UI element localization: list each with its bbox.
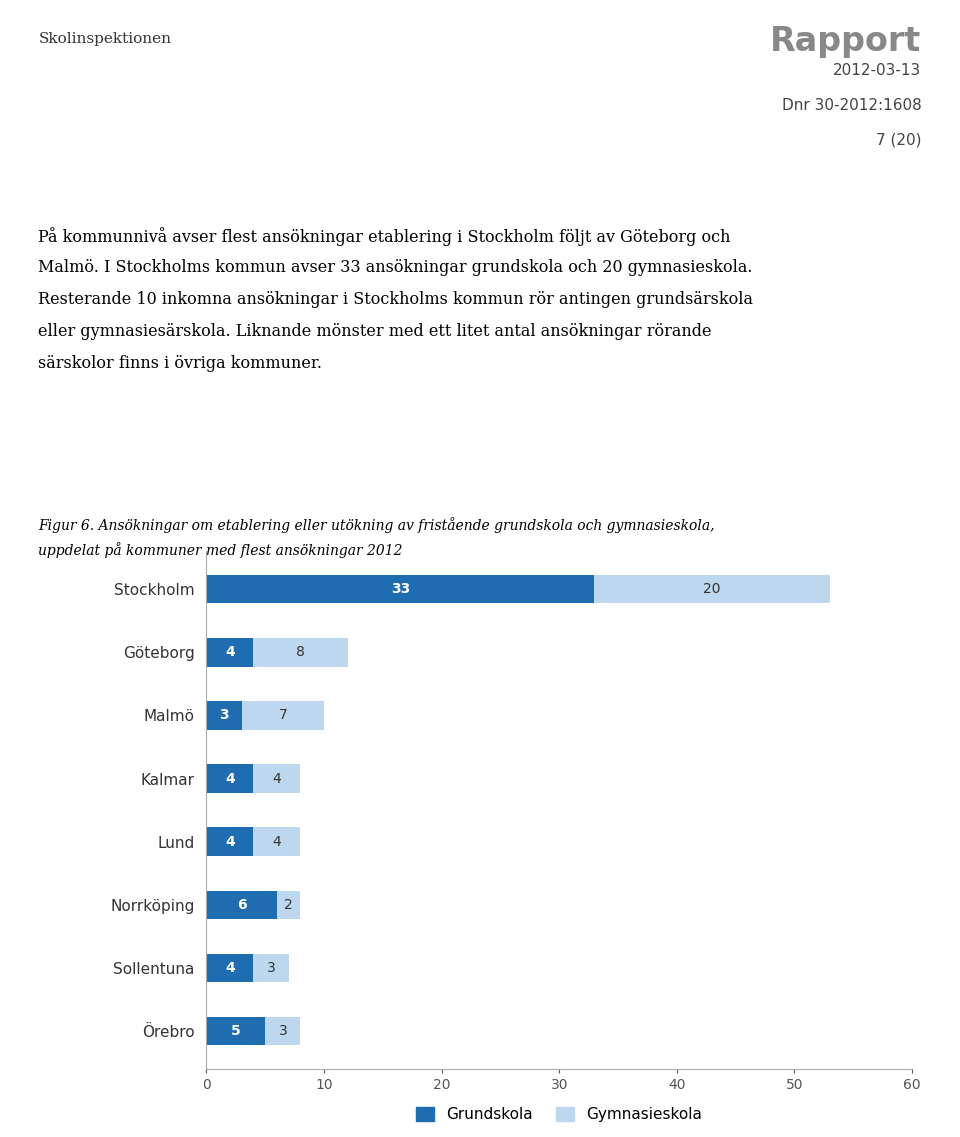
Text: Resterande 10 inkomna ansökningar i Stockholms kommun rör antingen grundsärskola: Resterande 10 inkomna ansökningar i Stoc… <box>38 291 754 308</box>
Bar <box>206 1016 265 1045</box>
Text: 8: 8 <box>296 646 305 659</box>
Bar <box>242 702 324 730</box>
Text: Figur 6. Ansökningar om etablering eller utökning av fristående grundskola och g: Figur 6. Ansökningar om etablering eller… <box>38 517 715 533</box>
Text: 20: 20 <box>704 582 721 596</box>
Bar <box>253 828 300 856</box>
Text: 2: 2 <box>284 898 293 912</box>
Text: 4: 4 <box>273 835 281 848</box>
Text: 3: 3 <box>278 1024 287 1038</box>
Bar <box>253 954 289 982</box>
Bar <box>206 575 594 604</box>
Bar <box>206 638 253 666</box>
Text: eller gymnasiesärskola. Liknande mönster med ett litet antal ansökningar rörande: eller gymnasiesärskola. Liknande mönster… <box>38 323 712 340</box>
Text: 7: 7 <box>278 708 287 722</box>
Bar <box>206 764 253 792</box>
Bar <box>594 575 829 604</box>
Bar <box>206 890 277 919</box>
Bar <box>265 1016 300 1045</box>
Text: 4: 4 <box>225 961 235 974</box>
Text: 6: 6 <box>237 898 247 912</box>
Text: särskolor finns i övriga kommuner.: särskolor finns i övriga kommuner. <box>38 355 323 372</box>
Text: 4: 4 <box>225 646 235 659</box>
Text: Rapport: Rapport <box>770 25 922 58</box>
Text: 33: 33 <box>391 582 410 596</box>
Text: 3: 3 <box>219 708 228 722</box>
Text: 2012-03-13: 2012-03-13 <box>833 63 922 77</box>
Text: På kommunnivå avser flest ansökningar etablering i Stockholm följt av Göteborg o: På kommunnivå avser flest ansökningar et… <box>38 227 731 247</box>
Bar <box>253 764 300 792</box>
Text: 4: 4 <box>225 835 235 848</box>
Text: uppdelat på kommuner med flest ansökningar 2012: uppdelat på kommuner med flest ansökning… <box>38 542 403 558</box>
Text: 4: 4 <box>273 772 281 786</box>
Legend: Grundskola, Gymnasieskola: Grundskola, Gymnasieskola <box>410 1101 708 1128</box>
Bar <box>253 638 348 666</box>
Bar <box>206 954 253 982</box>
Bar <box>206 702 242 730</box>
Text: Skolinspektionen: Skolinspektionen <box>38 32 172 45</box>
Text: 7 (20): 7 (20) <box>876 133 922 148</box>
Text: Dnr 30-2012:1608: Dnr 30-2012:1608 <box>781 98 922 113</box>
Text: 3: 3 <box>267 961 276 974</box>
Text: 5: 5 <box>231 1024 241 1038</box>
Bar <box>206 828 253 856</box>
Bar <box>277 890 300 919</box>
Text: Malmö. I Stockholms kommun avser 33 ansökningar grundskola och 20 gymnasieskola.: Malmö. I Stockholms kommun avser 33 ansö… <box>38 259 753 276</box>
Text: 4: 4 <box>225 772 235 786</box>
